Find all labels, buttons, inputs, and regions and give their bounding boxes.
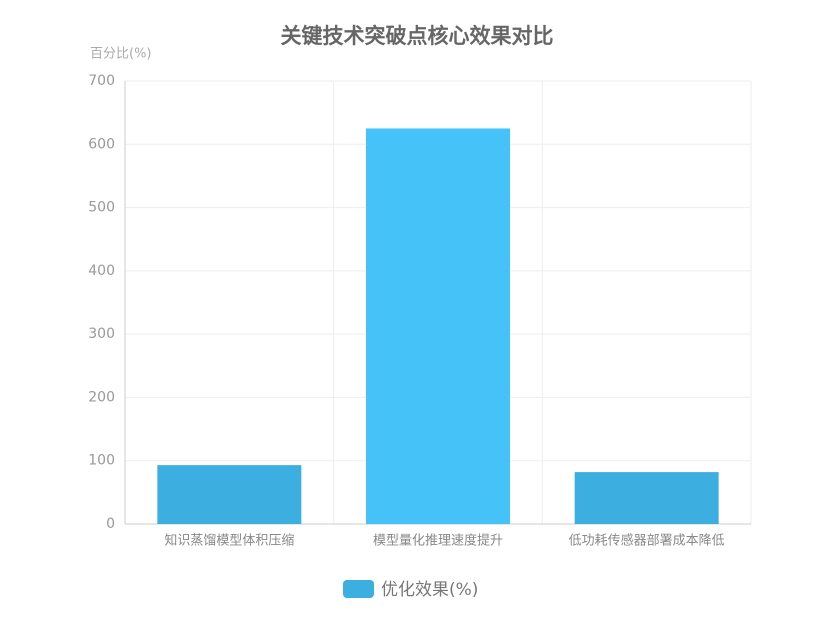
legend-label: 优化效果(%) [381, 580, 478, 600]
y-axis-label: 百分比(%) [90, 47, 152, 62]
y-tick-label: 600 [88, 136, 115, 152]
x-tick-label: 低功耗传感器部署成本降低 [569, 533, 725, 549]
y-tick-label: 700 [88, 73, 115, 89]
legend-swatch [343, 580, 374, 598]
bar [366, 128, 510, 524]
y-tick-label: 100 [88, 453, 115, 469]
y-tick-label: 400 [88, 263, 115, 279]
bar [574, 472, 719, 524]
x-tick-label: 模型量化推理速度提升 [373, 533, 503, 549]
y-tick-label: 200 [88, 389, 115, 405]
y-tick-label: 0 [106, 516, 115, 532]
y-tick-label: 300 [88, 326, 115, 342]
y-tick-label: 500 [88, 200, 115, 216]
bar [157, 465, 302, 524]
chart-title: 关键技术突破点核心效果对比 [281, 24, 554, 48]
x-tick-label: 知识蒸馏模型体积压缩 [164, 533, 294, 549]
